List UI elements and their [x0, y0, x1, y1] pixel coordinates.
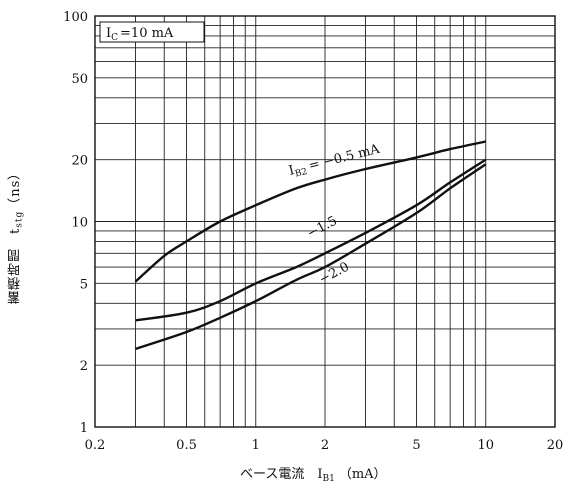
- series-line-2: [135, 163, 487, 351]
- condition-box: [99, 21, 205, 43]
- y-tick-label: 10: [71, 216, 88, 231]
- x-tick-labels: 0.2 0.5 1 2 5 10 20: [85, 438, 564, 453]
- series-label-ib2-0.5: IB2= −0.5 mA: [287, 142, 382, 181]
- y-tick-label: 50: [71, 72, 88, 87]
- y-tick-labels: 1 2 5 10 20 50 100: [63, 10, 88, 436]
- plot-frame: [94, 15, 556, 428]
- x-axis-title: ベース電流 IB1 （mA）: [240, 467, 387, 484]
- x-tick-label: 5: [412, 438, 420, 453]
- x-tick-label: 1: [252, 438, 260, 453]
- series-line-1: [135, 158, 487, 322]
- y-tick-label: 5: [80, 277, 88, 292]
- y-tick-label: 1: [80, 421, 88, 436]
- series-label-1.5: −1.5: [305, 213, 340, 241]
- y-tick-label: 100: [63, 10, 88, 25]
- x-tick-label: 20: [547, 438, 564, 453]
- series-line-0: [134, 140, 487, 283]
- x-tick-label: 10: [477, 438, 494, 453]
- x-tick-label: 2: [321, 438, 329, 453]
- series-curves: [134, 140, 487, 351]
- y-tick-label: 20: [71, 154, 88, 169]
- x-tick-label: 0.5: [176, 438, 197, 453]
- y-axis-title: 蓄積時間 tstg（ns）: [8, 165, 25, 305]
- grid-lines: [95, 16, 555, 427]
- condition-label: IC =10 mA: [106, 26, 174, 43]
- x-tick-label: 0.2: [85, 438, 106, 453]
- y-tick-label: 2: [80, 359, 88, 374]
